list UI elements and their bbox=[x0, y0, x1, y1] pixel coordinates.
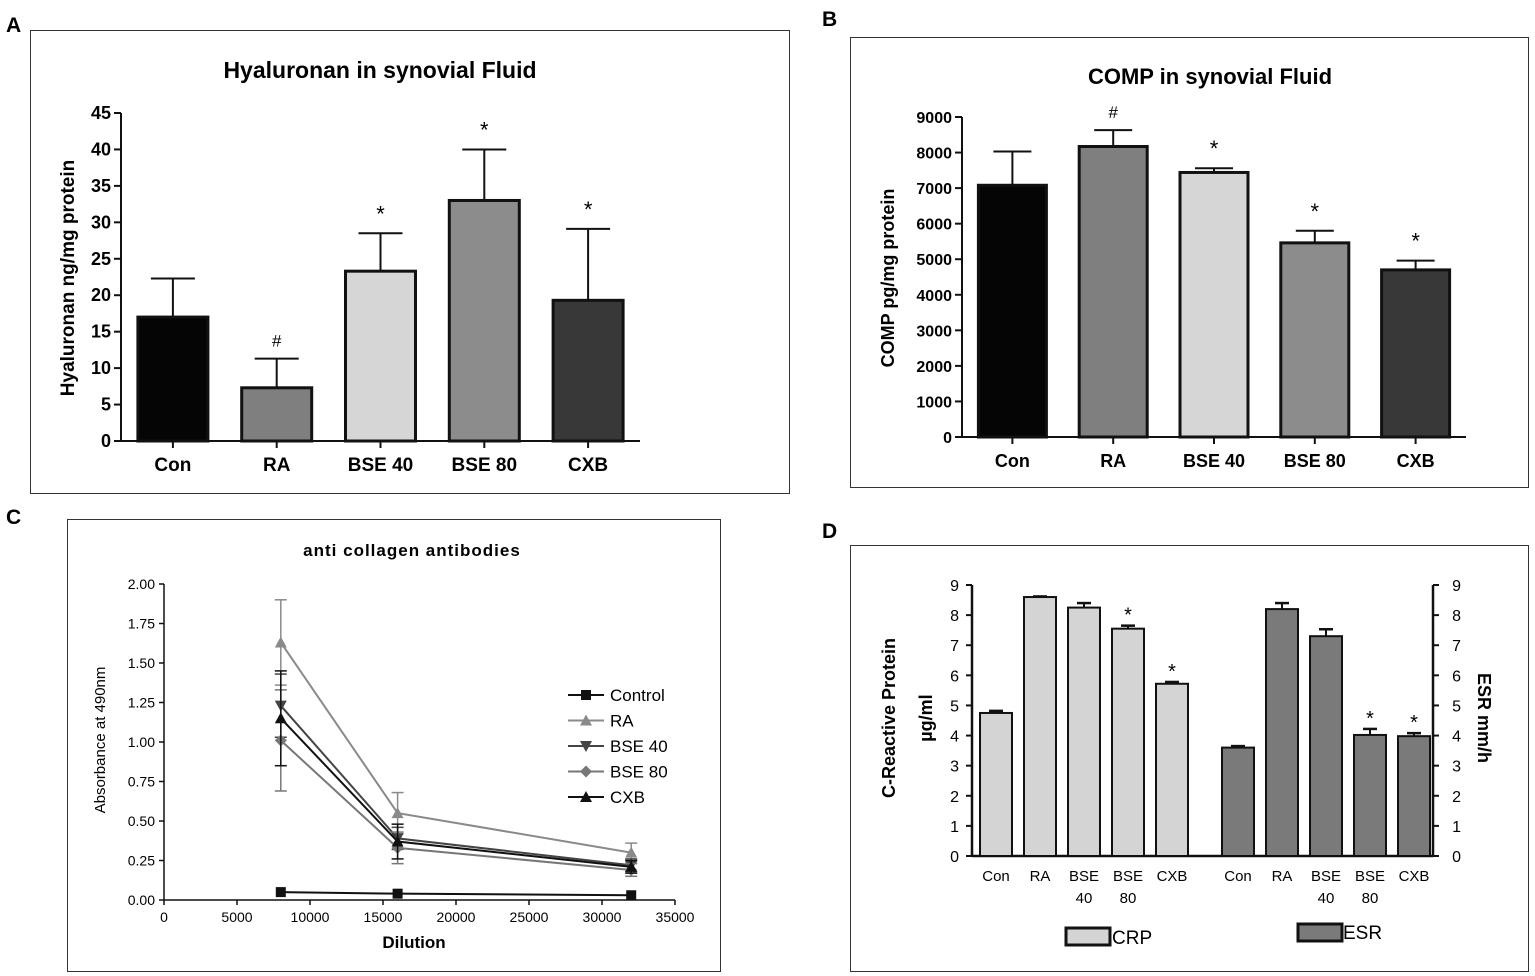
chart-a-bar bbox=[551, 298, 625, 443]
panel-letter-d: D bbox=[822, 520, 838, 543]
chart-a-bar bbox=[136, 315, 210, 443]
panel-letter-c: C bbox=[6, 506, 22, 529]
chart-a-bar bbox=[447, 198, 521, 443]
chart-a-ytick-label: 0 bbox=[101, 431, 111, 451]
chart-a-bar bbox=[344, 269, 417, 443]
chart-a-xtick-label: BSE 40 bbox=[348, 455, 413, 476]
chart-a-ytick-label: 45 bbox=[91, 103, 111, 123]
chart-a-significance-label: * bbox=[480, 117, 489, 142]
chart-a-ytick-label: 15 bbox=[91, 322, 111, 342]
chart-a-ytick-label: 40 bbox=[91, 139, 111, 159]
chart-a-ytick-label: 20 bbox=[91, 285, 111, 305]
panel-letter-a: A bbox=[6, 14, 22, 37]
chart-a-xtick-label: Con bbox=[154, 455, 191, 476]
chart-a-ytick-label: 5 bbox=[101, 395, 111, 415]
chart-a-ytick-label: 10 bbox=[91, 358, 111, 378]
chart-a-ytick-label: 30 bbox=[91, 212, 111, 232]
chart-a-xtick-label: BSE 80 bbox=[452, 455, 517, 476]
chart-a-ylabel: Hyaluronan ng/mg protein bbox=[58, 160, 79, 396]
chart-a-xtick-label: RA bbox=[263, 455, 291, 476]
panel-d-frame bbox=[850, 545, 1529, 972]
chart-a-significance-label: * bbox=[376, 201, 385, 226]
chart-a-title: Hyaluronan in synovial Fluid bbox=[223, 57, 536, 83]
panel-letter-b: B bbox=[822, 8, 838, 31]
chart-a-significance-label: * bbox=[584, 197, 593, 222]
chart-a-ytick-label: 25 bbox=[91, 249, 111, 269]
chart-a-bar bbox=[240, 386, 314, 443]
chart-a-significance-label: # bbox=[272, 332, 282, 351]
chart-a-ytick-label: 35 bbox=[91, 176, 111, 196]
chart-a-xtick-label: CXB bbox=[568, 455, 608, 476]
